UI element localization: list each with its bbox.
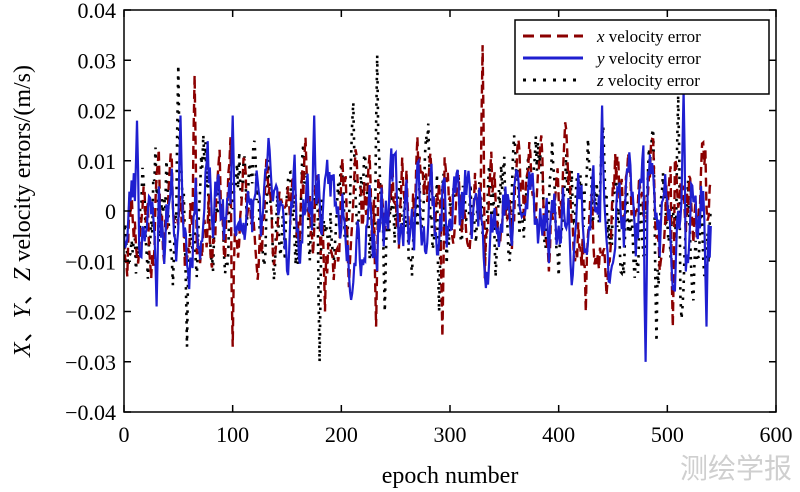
- x-tick-label: 600: [760, 422, 793, 447]
- legend-label-y: y velocity error: [595, 49, 701, 68]
- y-axis-title: X、Y、Z velocity errors/(m/s): [10, 65, 36, 358]
- legend-label-x: x velocity error: [596, 27, 701, 46]
- journal-watermark: 测绘学报: [680, 452, 792, 485]
- y-tick-label: −0.01: [65, 249, 116, 274]
- series-line-x: [124, 45, 712, 347]
- series-layer: [124, 45, 713, 362]
- y-tick-label: 0.04: [78, 0, 117, 23]
- x-tick-label: 500: [651, 422, 684, 447]
- x-axis-title: epoch number: [382, 463, 519, 489]
- y-tick-label: −0.02: [65, 300, 116, 325]
- y-tick-label: −0.03: [65, 350, 116, 375]
- y-tick-label: 0: [105, 199, 116, 224]
- legend-label-z: z velocity error: [596, 71, 700, 90]
- x-tick-label: 300: [434, 422, 467, 447]
- y-tick-label: 0.02: [78, 99, 117, 124]
- x-tick-label: 0: [119, 422, 130, 447]
- x-tick-label: 400: [542, 422, 575, 447]
- legend: x velocity error y velocity error z veloci…: [514, 19, 770, 95]
- y-tick-label: −0.04: [65, 400, 116, 425]
- y-tick-label: 0.03: [78, 48, 117, 73]
- ticks-layer: 0 100 200 300 400 500 600 −0.04 −0.03 −0.02 −0.01 0…: [65, 0, 792, 447]
- y-tick-label: 0.01: [78, 149, 117, 174]
- x-tick-label: 200: [325, 422, 358, 447]
- x-tick-label: 100: [216, 422, 249, 447]
- series-line-y: [124, 90, 712, 362]
